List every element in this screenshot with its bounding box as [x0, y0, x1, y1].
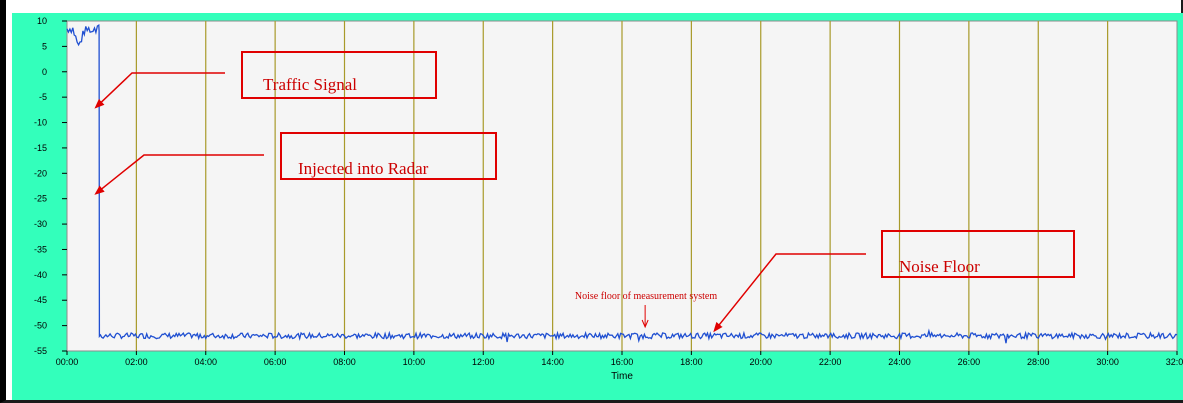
vertical-gridlines: [135, 21, 1109, 351]
y-tick-label: -40: [34, 270, 47, 280]
y-tick-label: -30: [34, 219, 47, 229]
x-tick-label: 04:00: [194, 357, 217, 367]
annotations: Traffic Signal Injected into Radar Noise F…: [94, 51, 1075, 333]
callout-arrow: [713, 253, 866, 333]
x-tick-label: 08:00: [333, 357, 356, 367]
callout-label: Traffic Signal: [263, 75, 357, 94]
callout-box: [881, 230, 1075, 278]
x-tick-label: 18:00: [680, 357, 703, 367]
y-tick-label: 5: [42, 41, 47, 51]
x-axis-title: Time: [611, 371, 633, 382]
x-tick-label: 24:00: [888, 357, 911, 367]
y-tick-label: -15: [34, 143, 47, 153]
x-tick-label: 16:00: [611, 357, 634, 367]
x-tick-label: 12:00: [472, 357, 495, 367]
x-tick-label: 20:00: [749, 357, 772, 367]
callout-label: Injected into Radar: [298, 159, 429, 178]
y-tick-label: -10: [34, 118, 47, 128]
x-tick-label: 32:00: [1166, 357, 1183, 367]
measurement-noise-floor-note: Noise floor of measurement system: [575, 291, 717, 329]
x-axis: 00:00 02:00 04:00 06:00 08:00 10:00 12:00 14:00…: [56, 351, 1183, 367]
x-tick-label: 14:00: [541, 357, 564, 367]
y-tick-label: -5: [39, 92, 47, 102]
x-tick-label: 26:00: [958, 357, 981, 367]
x-tick-label: 10:00: [403, 357, 426, 367]
traffic-signal-callout: Traffic Signal: [94, 51, 437, 109]
y-tick-label: -55: [34, 346, 47, 356]
down-arrow-head-icon: [641, 319, 649, 329]
x-tick-label: 02:00: [125, 357, 148, 367]
y-axis: 10 5 0 -5 -10 -15 -20 -25 -30 -35 -40 -45 -50 -55: [34, 16, 67, 356]
y-tick-label: 0: [42, 67, 47, 77]
y-tick-label: -20: [34, 168, 47, 178]
callout-arrow: [94, 72, 225, 109]
x-tick-label: 00:00: [56, 357, 79, 367]
injected-into-radar-callout: Injected into Radar: [94, 132, 497, 195]
measurement-noise-note-label: Noise floor of measurement system: [575, 291, 717, 302]
y-tick-label: -25: [34, 194, 47, 204]
callout-box: [280, 132, 497, 180]
callout-arrow: [94, 154, 264, 195]
x-tick-label: 28:00: [1027, 357, 1050, 367]
line-chart: 10 5 0 -5 -10 -15 -20 -25 -30 -35 -40 -45 -50 -55 00:…: [12, 13, 1183, 400]
x-tick-label: 30:00: [1096, 357, 1119, 367]
y-tick-label: -50: [34, 321, 47, 331]
y-tick-label: 10: [37, 16, 47, 26]
callout-box: [241, 51, 437, 99]
signal-trace-line: [66, 23, 1178, 344]
x-tick-label: 22:00: [819, 357, 842, 367]
callout-label: Noise Floor: [899, 257, 980, 276]
noise-floor-callout: Noise Floor: [713, 230, 1075, 333]
y-tick-label: -45: [34, 295, 47, 305]
x-tick-label: 06:00: [264, 357, 287, 367]
y-tick-label: -35: [34, 244, 47, 254]
